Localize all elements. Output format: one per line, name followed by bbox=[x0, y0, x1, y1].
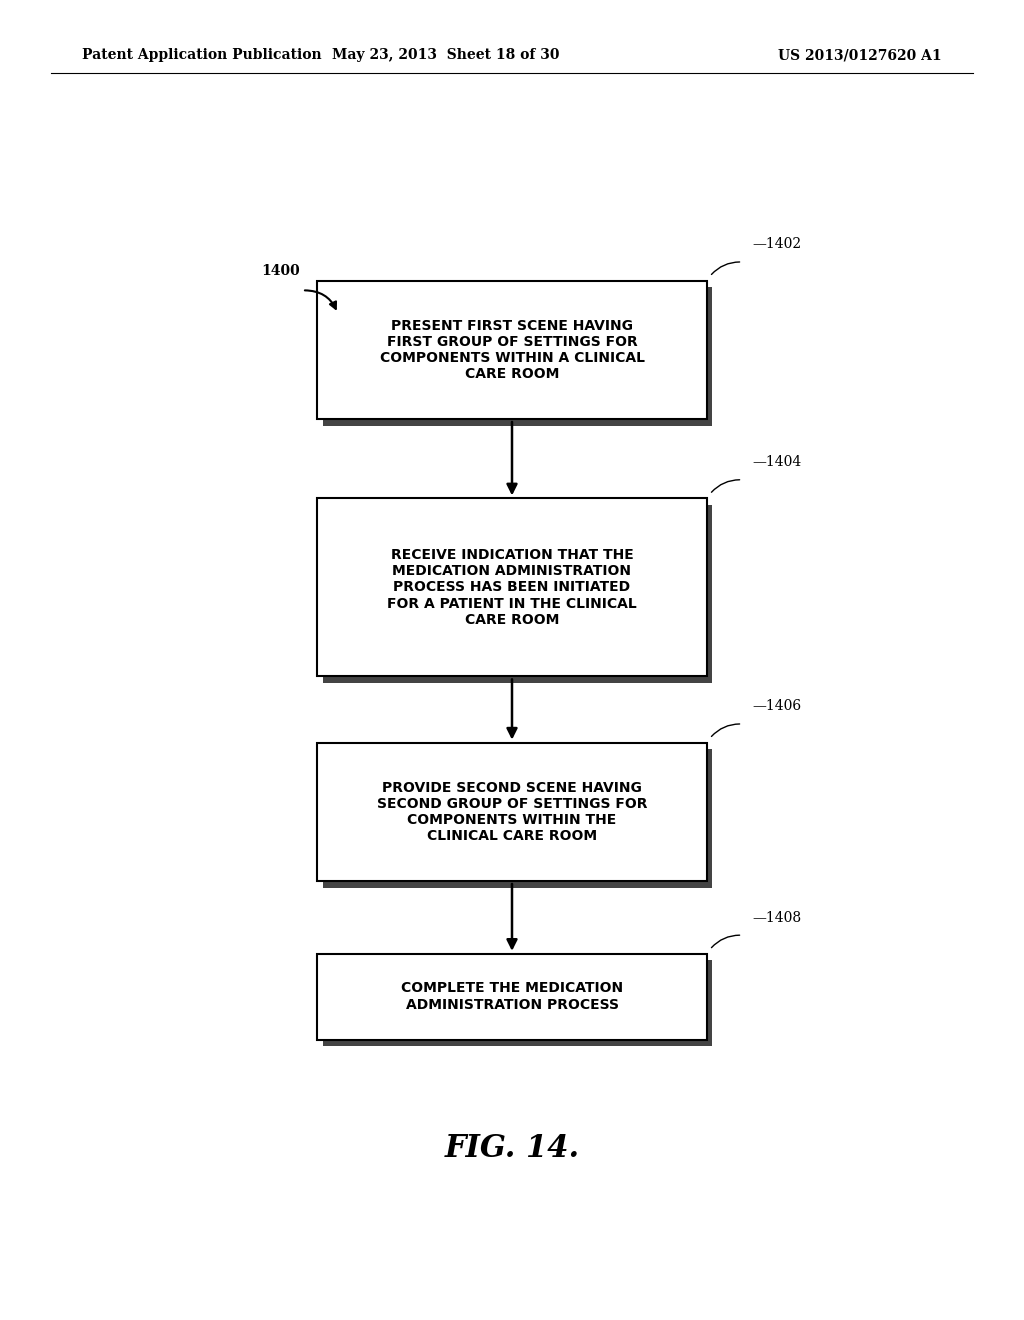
Text: Patent Application Publication: Patent Application Publication bbox=[82, 49, 322, 62]
Bar bbox=[323, 288, 712, 425]
Bar bbox=[317, 742, 707, 882]
Text: 1400: 1400 bbox=[261, 264, 300, 277]
Text: COMPLETE THE MEDICATION
ADMINISTRATION PROCESS: COMPLETE THE MEDICATION ADMINISTRATION P… bbox=[401, 982, 623, 1011]
Text: —1404: —1404 bbox=[753, 455, 802, 469]
Bar bbox=[323, 961, 712, 1045]
Text: May 23, 2013  Sheet 18 of 30: May 23, 2013 Sheet 18 of 30 bbox=[332, 49, 559, 62]
Text: FIG. 14.: FIG. 14. bbox=[444, 1133, 580, 1164]
Text: PRESENT FIRST SCENE HAVING
FIRST GROUP OF SETTINGS FOR
COMPONENTS WITHIN A CLINI: PRESENT FIRST SCENE HAVING FIRST GROUP O… bbox=[380, 318, 644, 381]
Text: —1402: —1402 bbox=[753, 238, 802, 251]
Bar bbox=[317, 953, 707, 1040]
Text: —1406: —1406 bbox=[753, 700, 802, 713]
Bar bbox=[317, 281, 707, 420]
Bar bbox=[323, 750, 712, 887]
Text: PROVIDE SECOND SCENE HAVING
SECOND GROUP OF SETTINGS FOR
COMPONENTS WITHIN THE
C: PROVIDE SECOND SCENE HAVING SECOND GROUP… bbox=[377, 780, 647, 843]
Bar bbox=[317, 498, 707, 676]
Text: —1408: —1408 bbox=[753, 911, 802, 924]
Bar bbox=[323, 504, 712, 682]
Text: RECEIVE INDICATION THAT THE
MEDICATION ADMINISTRATION
PROCESS HAS BEEN INITIATED: RECEIVE INDICATION THAT THE MEDICATION A… bbox=[387, 548, 637, 627]
Text: US 2013/0127620 A1: US 2013/0127620 A1 bbox=[778, 49, 942, 62]
